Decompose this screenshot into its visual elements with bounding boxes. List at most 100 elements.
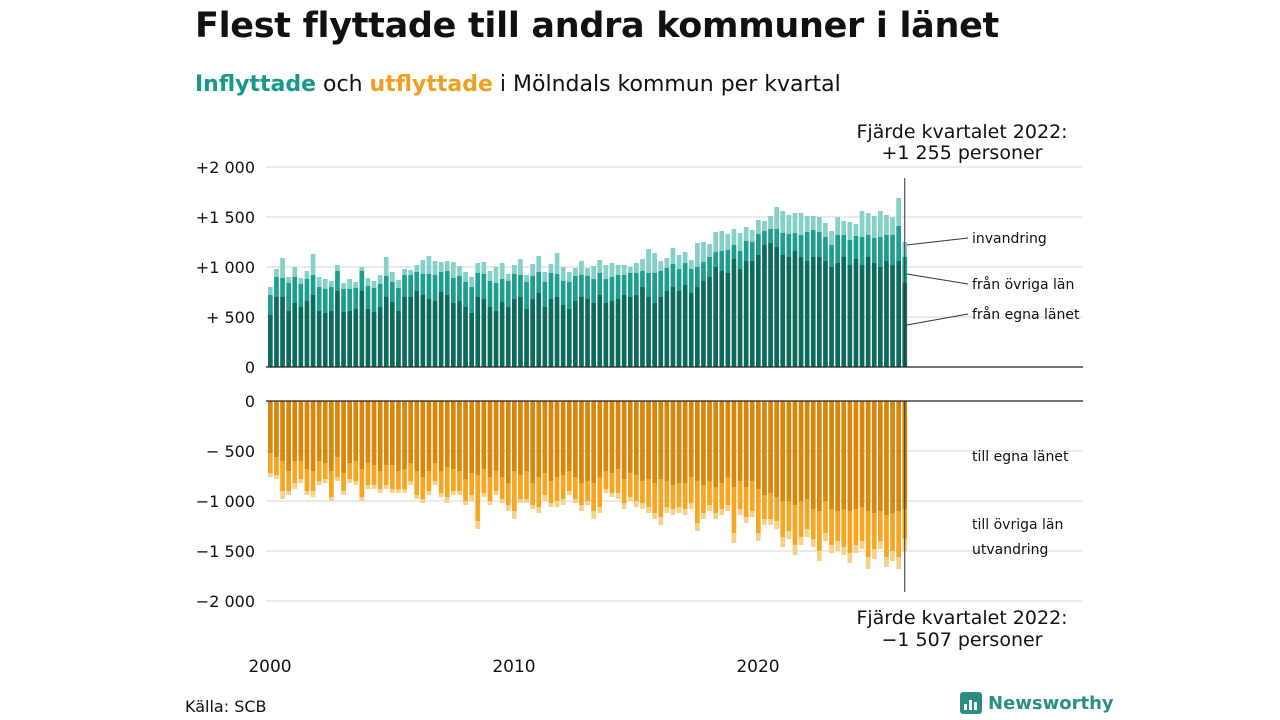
bar-out-0	[365, 401, 371, 463]
bar-out-0	[719, 401, 725, 483]
bar-out-1	[286, 471, 291, 491]
bar-out-2	[841, 547, 847, 555]
annotation-bottom-line1: Fjärde kvartalet 2022:	[856, 607, 1067, 629]
bar-in-1	[621, 275, 627, 295]
bar-out-2	[408, 481, 413, 485]
bar-out-2	[884, 557, 889, 567]
bar-in-2	[298, 278, 304, 284]
bar-out-2	[871, 549, 877, 559]
bar-in-1	[890, 235, 895, 265]
bar-in-2	[377, 275, 383, 284]
bar-out-2	[530, 505, 535, 509]
bar-out-2	[835, 541, 840, 551]
bar-out-2	[658, 517, 664, 525]
bar-out-0	[444, 401, 450, 467]
bar-in-2	[853, 224, 859, 236]
bar-out-2	[762, 519, 767, 525]
bar-in-1	[530, 276, 535, 299]
bar-in-0	[524, 309, 529, 367]
bar-in-1	[286, 283, 291, 311]
bar-out-0	[737, 401, 743, 481]
bar-out-2	[676, 507, 682, 513]
bar-in-0	[817, 257, 822, 367]
bar-in-2	[268, 287, 273, 295]
bar-in-1	[359, 271, 365, 291]
bar-out-2	[341, 491, 346, 495]
bar-in-0	[426, 299, 432, 367]
bar-out-0	[390, 401, 395, 465]
bar-in-1	[841, 235, 847, 257]
bar-out-2	[268, 473, 273, 477]
bar-in-2	[304, 271, 310, 279]
bar-in-1	[652, 273, 657, 303]
bar-out-2	[365, 485, 371, 489]
bar-in-0	[737, 269, 743, 367]
bar-in-2	[634, 263, 639, 273]
bar-in-1	[871, 238, 877, 263]
bar-out-2	[847, 553, 853, 563]
segment-label-out: till övriga län	[972, 517, 1063, 533]
bar-out-0	[804, 401, 810, 499]
bar-in-2	[688, 260, 694, 269]
bar-in-1	[432, 275, 438, 301]
bar-out-0	[762, 401, 767, 495]
bar-in-2	[451, 262, 456, 278]
y-tick-label: +2 000	[196, 158, 255, 177]
bar-in-2	[695, 243, 700, 267]
bar-in-1	[756, 234, 761, 255]
bar-in-2	[774, 207, 779, 229]
bar-in-0	[859, 265, 865, 367]
bar-in-0	[804, 261, 810, 367]
bar-in-1	[347, 289, 352, 311]
bar-out-1	[396, 471, 401, 489]
bar-out-0	[493, 401, 499, 471]
bar-out-1	[634, 475, 639, 501]
subtitle-och: och	[316, 72, 370, 97]
bar-in-0	[676, 291, 682, 367]
bar-out-1	[548, 481, 554, 503]
bar-in-2	[585, 268, 590, 276]
annotation-bottom-line2: −1 507 personer	[882, 629, 1043, 651]
bar-out-1	[835, 511, 840, 541]
bar-in-2	[817, 217, 822, 232]
bar-in-1	[402, 275, 407, 297]
bar-out-1	[359, 469, 365, 497]
bar-out-1	[347, 463, 352, 479]
bar-out-2	[621, 503, 627, 509]
bar-in-1	[298, 284, 304, 307]
bar-out-1	[609, 473, 615, 493]
bar-out-0	[304, 401, 310, 469]
bar-in-0	[530, 299, 535, 367]
bar-in-0	[780, 255, 786, 367]
bar-out-2	[420, 499, 426, 503]
bar-out-2	[292, 483, 298, 489]
bar-in-1	[713, 252, 718, 267]
bar-in-1	[420, 274, 426, 295]
bar-in-2	[804, 216, 810, 232]
bar-out-1	[664, 481, 670, 507]
bar-in-1	[585, 276, 590, 299]
bar-in-0	[457, 301, 462, 367]
bar-in-1	[847, 240, 853, 265]
bar-out-0	[658, 401, 664, 479]
bar-out-2	[585, 501, 590, 505]
bar-in-1	[353, 288, 359, 309]
bar-in-2	[365, 278, 371, 286]
bar-out-2	[286, 491, 291, 495]
bar-out-0	[396, 401, 401, 471]
bar-out-0	[823, 401, 828, 501]
bar-in-1	[865, 235, 871, 257]
bar-in-2	[408, 270, 413, 275]
bar-in-0	[725, 273, 731, 367]
bar-out-0	[298, 401, 304, 461]
bar-in-2	[316, 277, 322, 287]
bar-out-2	[426, 491, 432, 495]
bar-in-0	[286, 311, 291, 367]
bar-in-2	[505, 274, 511, 281]
bar-out-2	[725, 505, 731, 511]
bar-out-1	[859, 507, 865, 541]
bar-in-1	[499, 279, 505, 302]
bar-in-1	[365, 286, 371, 309]
bar-out-0	[438, 401, 444, 471]
bar-out-0	[756, 401, 761, 489]
